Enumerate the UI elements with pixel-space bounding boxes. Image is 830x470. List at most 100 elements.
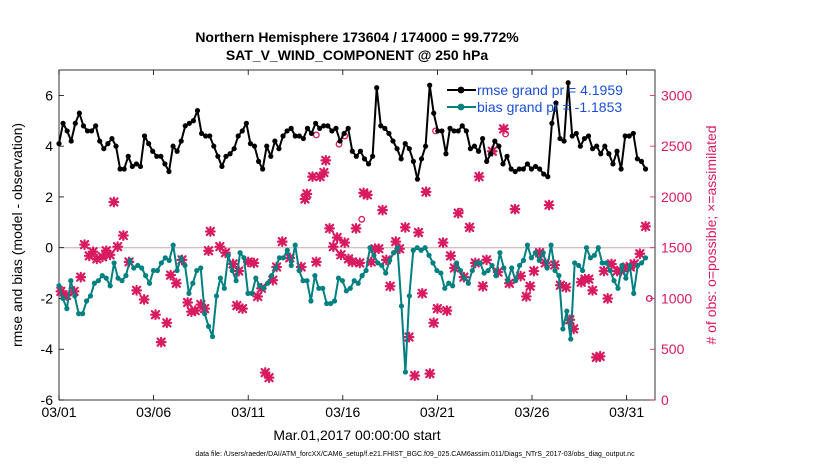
rmse-point (618, 166, 624, 172)
obs-assimilated-marker (117, 230, 129, 241)
bias-point (564, 308, 570, 314)
bias-point (520, 257, 527, 263)
obs-assimilated-marker (515, 270, 527, 282)
rmse-point (520, 166, 526, 172)
rmse-point (186, 120, 192, 126)
rmse-point (626, 133, 632, 139)
bias-point (127, 257, 133, 263)
bias-point (595, 245, 601, 251)
bias-point (99, 273, 105, 279)
y2-tick-label: 1500 (661, 240, 692, 256)
rmse-point (488, 151, 494, 157)
rmse-point (435, 128, 441, 134)
bias-point (150, 267, 157, 274)
rmse-point (80, 123, 87, 129)
bias-point (418, 247, 424, 253)
legend-rmse-label: rmse grand pr = 4.1959 (477, 82, 623, 98)
obs-assimilated-marker (259, 367, 271, 379)
bias-point (312, 273, 318, 279)
series-bias (56, 242, 649, 375)
rmse-point (431, 110, 437, 116)
bias-point (261, 285, 267, 291)
rmse-point (398, 156, 404, 162)
rmse-point (577, 143, 583, 149)
obs-assimilated-marker (543, 199, 555, 211)
rmse-point (598, 151, 604, 157)
bias-point (115, 275, 121, 281)
rmse-point (349, 148, 355, 154)
rmse-point (325, 123, 331, 129)
rmse-point (427, 82, 433, 88)
obs-assimilated-marker (431, 303, 443, 315)
obs-assimilated-marker (104, 249, 116, 261)
bias-point (509, 265, 515, 271)
bias-point (103, 275, 109, 281)
obs-assimilated-marker (91, 253, 103, 265)
obs-assimilated-marker (335, 249, 347, 261)
rmse-point (288, 125, 294, 131)
bias-point (623, 275, 629, 281)
bias-point (72, 293, 78, 299)
bias-point (68, 278, 74, 284)
obs-assimilated-marker (220, 247, 231, 259)
bias-point (552, 267, 558, 274)
obs-assimilated-marker (428, 317, 440, 329)
obs-assimilated-marker (520, 291, 532, 302)
obs-possible-marker (645, 295, 653, 302)
obs-possible-marker (502, 130, 509, 138)
bias-point (170, 242, 176, 248)
chart-title: Northern Hemisphere 173604 / 174000 = 99… (195, 29, 519, 45)
obs-assimilated-marker (477, 280, 489, 292)
x-tick-label: 03/31 (609, 404, 644, 420)
obs-assimilated-marker (420, 186, 432, 198)
obs-assimilated-marker (346, 256, 358, 268)
bias-point (461, 275, 468, 281)
bias-point (324, 300, 330, 307)
bias-point (394, 245, 401, 251)
obs-assimilated-marker (138, 294, 150, 305)
obs-assimilated-marker (79, 239, 90, 251)
rmse-point (402, 141, 408, 147)
rmse-point (622, 133, 628, 139)
rmse-point (264, 143, 270, 149)
rmse-point (386, 130, 392, 137)
obs-assimilated-marker (598, 265, 610, 277)
rmse-point (178, 138, 184, 144)
bias-point (591, 252, 597, 258)
bias-point (438, 270, 444, 276)
obs-assimilated-marker (214, 241, 226, 253)
bias-point (481, 270, 487, 276)
bias-point (635, 262, 641, 269)
rmse-point (211, 143, 217, 149)
legend-bias-marker (457, 103, 465, 111)
y-tick-label: -4 (41, 341, 54, 357)
obs-assimilated-marker (318, 167, 330, 178)
rmse-point (341, 130, 347, 137)
obs-assimilated-marker (560, 281, 572, 293)
rmse-point (353, 153, 359, 159)
obs-assimilated-marker (231, 300, 243, 311)
obs-assimilated-marker (295, 261, 307, 273)
rmse-point (459, 123, 465, 129)
bias-point (76, 311, 82, 317)
obs-assimilated-marker (97, 251, 108, 263)
bias-point (249, 290, 255, 296)
rmse-point (370, 153, 376, 159)
x-tick-label: 03/06 (136, 404, 171, 420)
bias-point (619, 262, 625, 269)
obs-assimilated-marker (320, 154, 332, 166)
rmse-point (146, 141, 152, 147)
bias-point (190, 280, 196, 286)
rmse-point (553, 100, 559, 106)
obs-assimilated-marker (242, 256, 254, 268)
bias-point (135, 262, 141, 269)
rmse-point (492, 138, 498, 144)
bias-point (292, 242, 298, 248)
rmse-point (406, 146, 412, 152)
bias-point (607, 267, 613, 274)
rmse-point (105, 141, 111, 147)
rmse-point (528, 166, 535, 172)
bias-point (556, 273, 562, 279)
bias-point (513, 278, 519, 284)
rmse-point (313, 120, 319, 126)
